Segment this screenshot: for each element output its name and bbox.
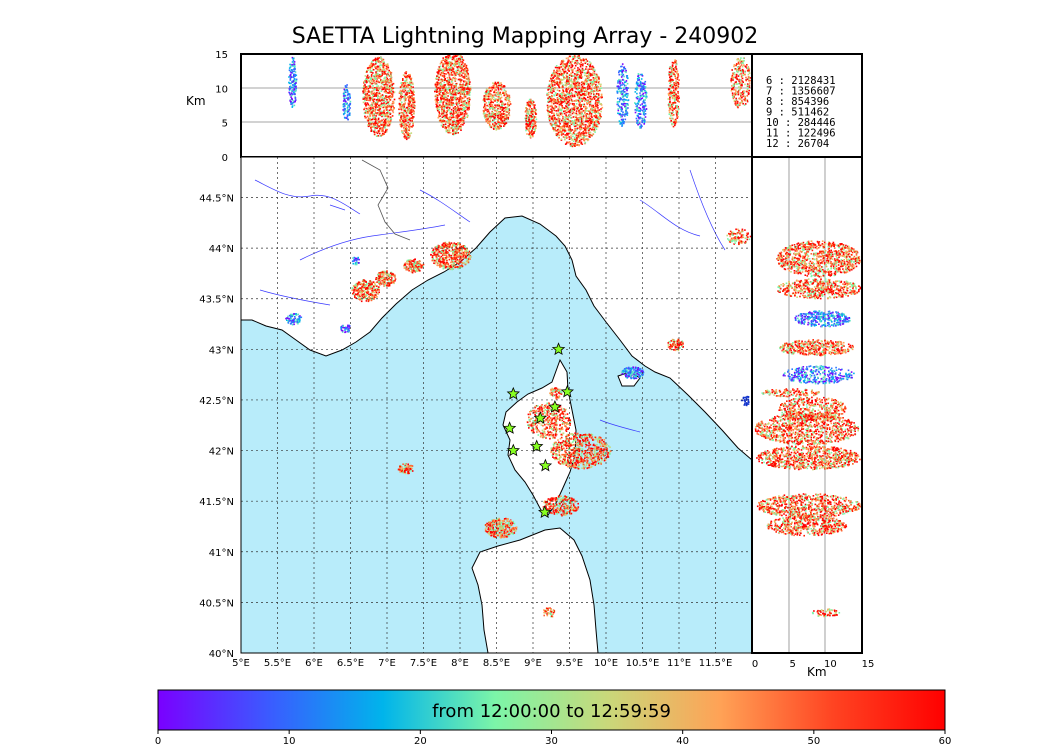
longitude-tick-label: 10°E bbox=[594, 658, 618, 669]
altitude-ylabel: Km bbox=[186, 94, 206, 108]
rivers bbox=[254, 169, 726, 433]
colorbar-tick-label: 60 bbox=[939, 736, 952, 747]
latitude-ticks: 44.5°N 44°N 43.5°N 43°N 42.5°N 42°N 41.5°N 41°N… bbox=[199, 193, 234, 660]
latitude-tick-label: 40°N bbox=[209, 649, 234, 660]
colorbar-tick-label: 10 bbox=[283, 736, 296, 747]
colorbar-tick-label: 20 bbox=[414, 736, 427, 747]
station-markers bbox=[502, 342, 574, 519]
colorbar-ticks: 0 10 20 30 40 50 60 bbox=[155, 730, 952, 747]
station-star-icon bbox=[560, 384, 574, 398]
border-france-italy bbox=[361, 159, 411, 241]
longitude-tick-label: 8°E bbox=[451, 658, 469, 669]
legend-entry: 8 : 854396 bbox=[766, 96, 829, 108]
longitude-tick-label: 6.5°E bbox=[337, 658, 364, 669]
latitude-tick-label: 41°N bbox=[209, 548, 234, 559]
colorbar-tick-label: 50 bbox=[807, 736, 820, 747]
colorbar-bar bbox=[157, 689, 946, 731]
latitude-tick-label: 40.5°N bbox=[199, 598, 234, 609]
longitude-tick-label: 6°E bbox=[305, 658, 323, 669]
latitude-tick-label: 41.5°N bbox=[199, 497, 234, 508]
side-tick-label: 15 bbox=[862, 659, 875, 670]
longitude-tick-label: 9.5°E bbox=[556, 658, 583, 669]
latitude-tick-label: 44°N bbox=[209, 244, 234, 255]
altitude-tick-label: 0 bbox=[222, 153, 228, 164]
longitude-tick-label: 10.5°E bbox=[626, 658, 660, 669]
altitude-yticks: 15 10 5 0 bbox=[215, 50, 228, 164]
station-star-icon bbox=[538, 505, 552, 519]
colorbar-tick-label: 40 bbox=[676, 736, 689, 747]
side-tick-label: 5 bbox=[789, 659, 795, 670]
lightning-points-map bbox=[285, 228, 752, 618]
longitude-ticks: 5°E 5.5°E 6°E 6.5°E 7°E 7.5°E 8°E 8.5°E 9°E 9.5°E… bbox=[232, 658, 732, 669]
side-altitude-points bbox=[754, 240, 862, 618]
longitude-tick-label: 8.5°E bbox=[483, 658, 510, 669]
station-star-icon bbox=[551, 342, 566, 356]
latitude-tick-label: 42°N bbox=[209, 447, 234, 458]
colorbar: 0 10 20 30 40 50 60 bbox=[155, 689, 952, 747]
legend-entry: 7 : 1356607 bbox=[766, 86, 836, 98]
longitude-tick-label: 11.5°E bbox=[699, 658, 733, 669]
colorbar-tick-label: 0 bbox=[155, 736, 161, 747]
latitude-tick-label: 43°N bbox=[209, 345, 234, 356]
side-tick-label: 0 bbox=[752, 659, 758, 670]
legend-entry: 12 : 26704 bbox=[766, 138, 829, 150]
altitude-tick-label: 10 bbox=[215, 84, 228, 95]
longitude-tick-label: 7.5°E bbox=[410, 658, 437, 669]
latitude-tick-label: 44.5°N bbox=[199, 193, 234, 204]
chart-title: SAETTA Lightning Mapping Array - 240902 bbox=[291, 24, 759, 49]
station-star-icon bbox=[502, 421, 517, 434]
latitude-tick-label: 43.5°N bbox=[199, 295, 234, 306]
longitude-tick-label: 5.5°E bbox=[264, 658, 291, 669]
colorbar-tick-label: 30 bbox=[545, 736, 558, 747]
longitude-tick-label: 11°E bbox=[667, 658, 691, 669]
legend-entry: 9 : 511462 bbox=[766, 107, 829, 119]
sardinia-island bbox=[471, 527, 599, 653]
station-star-icon bbox=[506, 386, 520, 400]
longitude-tick-label: 9°E bbox=[524, 658, 542, 669]
altitude-panel: Km 15 10 5 0 bbox=[186, 50, 753, 164]
side-xticks: 0 5 10 15 bbox=[752, 659, 875, 670]
mainland-landmass bbox=[241, 157, 752, 461]
side-xlabel: Km bbox=[807, 665, 827, 679]
corsica-island bbox=[502, 358, 577, 516]
legend-entry: 6 : 2128431 bbox=[766, 75, 836, 87]
map-panel: 5°E 5.5°E 6°E 6.5°E 7°E 7.5°E 8°E 8.5°E 9°E 9.5°E… bbox=[199, 156, 753, 669]
station-star-icon bbox=[533, 411, 547, 424]
station-star-icon bbox=[529, 439, 544, 453]
legend-entry: 11 : 122496 bbox=[766, 128, 836, 140]
legend-entries: 6 : 2128431 7 : 1356607 8 : 854396 9 : 5… bbox=[766, 75, 836, 150]
legend-box: 6 : 2128431 7 : 1356607 8 : 854396 9 : 5… bbox=[751, 53, 863, 158]
longitude-tick-label: 5°E bbox=[232, 658, 250, 669]
station-star-icon bbox=[538, 458, 553, 472]
altitude-tick-label: 15 bbox=[215, 50, 228, 61]
legend-entry: 10 : 284446 bbox=[766, 117, 836, 129]
side-altitude-panel: 0 5 10 15 Km bbox=[751, 156, 875, 679]
map-gridlines bbox=[241, 157, 752, 653]
latitude-tick-label: 42.5°N bbox=[199, 396, 234, 407]
station-star-icon bbox=[506, 443, 520, 457]
side-tick-label: 10 bbox=[824, 659, 837, 670]
altitude-points bbox=[288, 54, 752, 148]
longitude-tick-label: 7°E bbox=[378, 658, 396, 669]
altitude-tick-label: 5 bbox=[222, 119, 228, 130]
station-star-icon bbox=[548, 399, 562, 413]
